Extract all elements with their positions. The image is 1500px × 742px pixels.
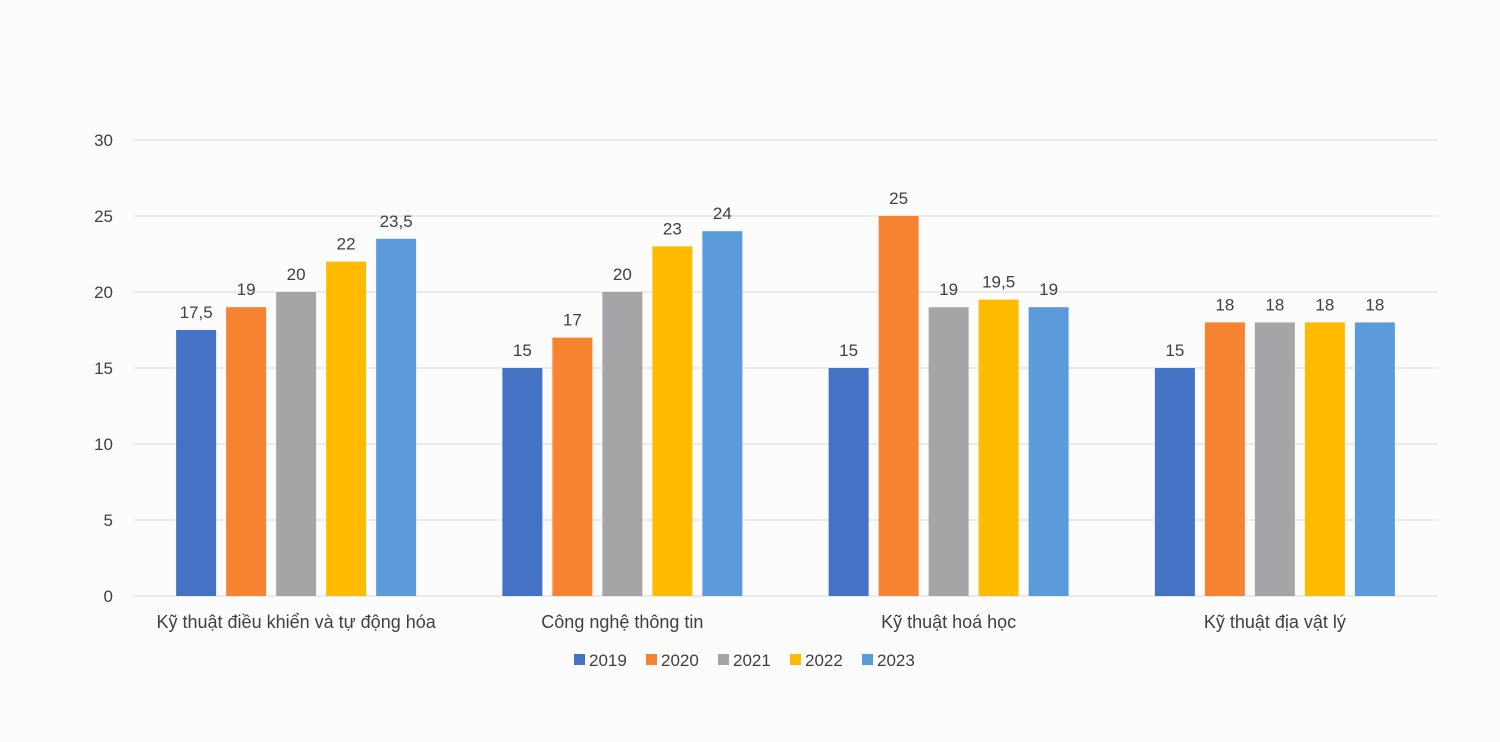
data-label: 19 xyxy=(939,280,958,299)
legend-swatch xyxy=(862,654,873,665)
legend-item-2019: 2019 xyxy=(574,651,627,670)
bar-2023 xyxy=(702,231,743,596)
legend-swatch xyxy=(574,654,585,665)
bar-2022 xyxy=(978,299,1019,596)
data-label: 24 xyxy=(713,204,732,223)
legend: 2019 2020 2021 2022 2023 xyxy=(574,651,915,670)
data-label: 18 xyxy=(1215,295,1234,314)
data-label: 20 xyxy=(287,265,306,284)
bar-2022 xyxy=(1304,322,1345,596)
data-label: 17 xyxy=(563,311,582,330)
category-label: Kỹ thuật điều khiển và tự động hóa xyxy=(157,612,437,632)
y-axis-ticks: 0 5 10 15 20 25 30 xyxy=(94,131,113,606)
data-label: 23 xyxy=(663,219,682,238)
bar-2022 xyxy=(652,246,693,596)
bar-2019 xyxy=(502,368,543,596)
y-tick-label: 10 xyxy=(94,435,113,454)
y-tick-label: 0 xyxy=(104,587,113,606)
data-label: 18 xyxy=(1365,295,1384,314)
y-tick-label: 25 xyxy=(94,207,113,226)
data-label: 19 xyxy=(1039,280,1058,299)
bar-2020 xyxy=(552,337,593,596)
data-label: 15 xyxy=(839,341,858,360)
legend-item-2020: 2020 xyxy=(646,651,699,670)
legend-item-2021: 2021 xyxy=(718,651,771,670)
bar-2019 xyxy=(828,368,869,596)
bars xyxy=(176,216,1395,597)
legend-label: 2022 xyxy=(805,651,843,670)
bar-2019 xyxy=(1154,368,1195,596)
legend-item-2023: 2023 xyxy=(862,651,915,670)
category-label: Công nghệ thông tin xyxy=(541,612,703,632)
data-label: 20 xyxy=(613,265,632,284)
data-label: 18 xyxy=(1315,295,1334,314)
data-label: 17,5 xyxy=(180,303,213,322)
data-label: 18 xyxy=(1265,295,1284,314)
data-label: 25 xyxy=(889,189,908,208)
y-tick-label: 15 xyxy=(94,359,113,378)
bar-2022 xyxy=(326,261,367,596)
x-axis-categories: Kỹ thuật điều khiển và tự động hóa Công n… xyxy=(157,612,1346,632)
bar-2021 xyxy=(928,307,969,596)
y-tick-label: 30 xyxy=(94,131,113,150)
bar-2023 xyxy=(1354,322,1395,596)
legend-label: 2023 xyxy=(877,651,915,670)
data-label: 19 xyxy=(237,280,256,299)
bar-2023 xyxy=(376,238,417,597)
bar-2020 xyxy=(226,307,267,596)
legend-label: 2019 xyxy=(589,651,627,670)
bar-2020 xyxy=(878,216,919,596)
y-tick-label: 20 xyxy=(94,283,113,302)
bar-2021 xyxy=(602,292,643,596)
bar-2020 xyxy=(1204,322,1245,596)
legend-swatch xyxy=(718,654,729,665)
legend-label: 2020 xyxy=(661,651,699,670)
legend-swatch xyxy=(790,654,801,665)
data-label: 23,5 xyxy=(380,212,413,231)
category-label: Kỹ thuật hoá học xyxy=(881,612,1016,632)
bar-2021 xyxy=(1254,322,1295,596)
data-label: 22 xyxy=(337,235,356,254)
data-labels: 17,5 19 20 22 23,5 15 17 20 23 24 15 25 19 19,5 19 15 18… xyxy=(180,189,1385,360)
data-label: 15 xyxy=(1165,341,1184,360)
bar-2021 xyxy=(276,292,317,596)
category-label: Kỹ thuật địa vật lý xyxy=(1204,612,1346,632)
data-label: 19,5 xyxy=(982,273,1015,292)
bar-2019 xyxy=(176,330,217,596)
legend-swatch xyxy=(646,654,657,665)
legend-item-2022: 2022 xyxy=(790,651,843,670)
data-label: 15 xyxy=(513,341,532,360)
y-tick-label: 5 xyxy=(104,511,113,530)
legend-label: 2021 xyxy=(733,651,771,670)
bar-2023 xyxy=(1028,307,1069,596)
